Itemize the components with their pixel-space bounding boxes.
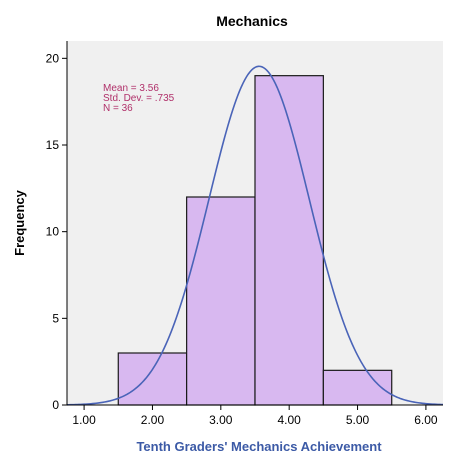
histogram-bar-2 xyxy=(186,196,256,406)
stats-box: Mean = 3.56 Std. Dev. = .735 N = 36 xyxy=(103,83,175,114)
bars-group xyxy=(117,75,393,406)
y-tick-label: 15 xyxy=(46,138,60,152)
y-axis-label: Frequency xyxy=(12,189,27,256)
y-tick-label: 10 xyxy=(46,225,60,239)
y-tick-label: 20 xyxy=(46,51,60,65)
x-tick-label: 5.00 xyxy=(346,413,370,427)
histogram-bar-1 xyxy=(117,352,188,406)
x-tick-label: 1.00 xyxy=(72,413,96,427)
y-tick-label: 0 xyxy=(52,398,59,412)
x-axis-label: Tenth Graders' Mechanics Achievement xyxy=(136,439,382,454)
x-tick-label: 6.00 xyxy=(414,413,438,427)
normal-curve xyxy=(66,65,444,406)
x-tick-label: 2.00 xyxy=(141,413,165,427)
y-ticks: 0 5 10 15 20 xyxy=(46,51,67,412)
chart-title: Mechanics xyxy=(216,13,288,29)
y-tick-label: 5 xyxy=(52,311,59,325)
stats-mean: Mean = 3.56 xyxy=(103,83,159,94)
x-ticks: 1.00 2.00 3.00 4.00 5.00 6.00 xyxy=(72,405,438,427)
stats-n: N = 36 xyxy=(103,103,133,114)
stats-sd: Std. Dev. = .735 xyxy=(103,93,175,104)
histogram-bar-3 xyxy=(254,75,324,406)
x-tick-label: 4.00 xyxy=(278,413,302,427)
x-tick-label: 3.00 xyxy=(209,413,233,427)
